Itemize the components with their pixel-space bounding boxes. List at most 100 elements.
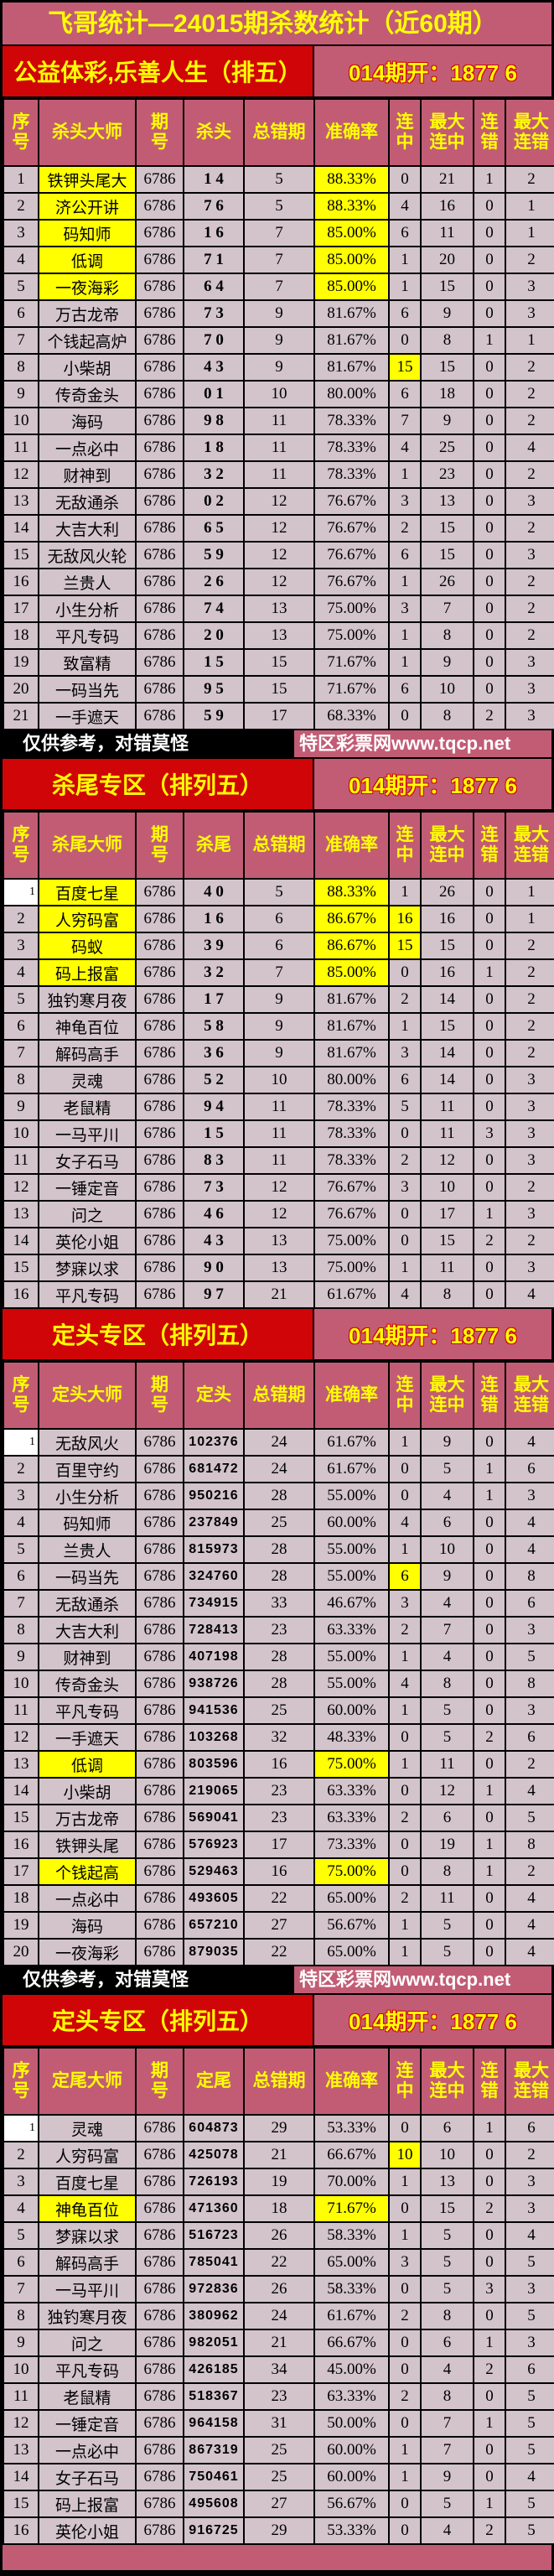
streak-hit-cell: 2: [388, 2302, 422, 2330]
max-streak-hit-cell: 5: [420, 2490, 474, 2518]
streak-miss-cell: 0: [473, 2141, 506, 2169]
accuracy-cell: 56.67%: [313, 2490, 390, 2518]
table-row: 14 小柴胡 6786 219065 23 63.33% 0 12 1 4: [3, 1777, 554, 1805]
streak-hit-cell: 0: [388, 2409, 422, 2438]
period-cell: 6786: [135, 2221, 184, 2250]
accuracy-cell: 81.67%: [313, 326, 390, 355]
period-cell: 6786: [135, 1616, 184, 1644]
seq-cell: 3: [3, 219, 39, 247]
streak-miss-cell: 0: [473, 568, 506, 596]
max-streak-miss-cell: 2: [505, 932, 554, 960]
max-streak-hit-cell: 10: [420, 1173, 474, 1202]
max-streak-hit-cell: 5: [420, 2248, 474, 2277]
period-cell: 6786: [135, 1455, 184, 1483]
max-streak-miss-cell: 2: [505, 595, 554, 623]
max-streak-miss-cell: 4: [505, 1535, 554, 1564]
wrong-count-cell: 25: [243, 1509, 315, 1537]
kill-cell: 7 1: [183, 246, 245, 274]
section-title-fix-tail: 定头专区（排列五）: [3, 1995, 314, 2045]
kill-cell: 9 5: [183, 675, 245, 704]
table-row: 5 梦寐以求 6786 516723 26 58.33% 1 5 0 4: [3, 2221, 554, 2250]
header-row: 序 号杀头大师期 号杀头 总错期 准确率连 中最大 连中连 错最大 连错: [3, 98, 554, 167]
accuracy-cell: 71.67%: [313, 2194, 390, 2223]
wrong-count-cell: 12: [243, 541, 315, 569]
max-streak-hit-cell: 16: [420, 905, 474, 933]
kill-cell: 4 3: [183, 353, 245, 382]
seq-cell: 1: [3, 878, 39, 906]
seq-cell: 8: [3, 353, 39, 382]
seq-cell: 1: [3, 2114, 39, 2142]
wrong-count-cell: 28: [243, 1562, 315, 1591]
period-cell: 6786: [135, 487, 184, 516]
accuracy-cell: 78.33%: [313, 1119, 390, 1148]
max-streak-hit-cell: 5: [420, 1911, 474, 1940]
wrong-count-cell: 12: [243, 487, 315, 516]
seq-cell: 8: [3, 1066, 39, 1094]
wrong-count-cell: 6: [243, 932, 315, 960]
max-streak-hit-cell: 15: [420, 932, 474, 960]
max-streak-miss-cell: 2: [505, 246, 554, 274]
max-streak-miss-cell: 2: [505, 985, 554, 1014]
table-row: 18 一点必中 6786 493605 22 65.00% 2 11 0 4: [3, 1884, 554, 1913]
max-streak-hit-cell: 4: [420, 2516, 474, 2545]
seq-cell: 16: [3, 1831, 39, 1859]
accuracy-cell: 85.00%: [313, 273, 390, 301]
streak-hit-cell: 10: [388, 2141, 422, 2169]
master-cell: 无敌通杀: [38, 487, 137, 516]
streak-miss-cell: 0: [473, 1146, 506, 1175]
wrong-count-cell: 24: [243, 2302, 315, 2330]
accuracy-cell: 63.33%: [313, 1777, 390, 1805]
period-cell: 6786: [135, 1831, 184, 1859]
streak-hit-cell: 0: [388, 1455, 422, 1483]
wrong-count-cell: 28: [243, 1482, 315, 1510]
table-row: 4 码上报富 6786 3 2 7 85.00% 0 16 1 2: [3, 958, 554, 987]
streak-hit-cell: 3: [388, 487, 422, 516]
max-streak-miss-cell: 2: [505, 621, 554, 650]
period-cell: 6786: [135, 1173, 184, 1202]
accuracy-cell: 78.33%: [313, 1146, 390, 1175]
wrong-count-cell: 11: [243, 407, 315, 435]
seq-cell: 10: [3, 1670, 39, 1698]
accuracy-cell: 66.67%: [313, 2141, 390, 2169]
max-streak-hit-cell: 8: [420, 2302, 474, 2330]
master-cell: 财神到: [38, 460, 137, 489]
col-header-streak-hit: 连 中: [388, 1361, 422, 1430]
kill-cell: 219065: [183, 1777, 245, 1805]
seq-cell: 11: [3, 2382, 39, 2411]
max-streak-hit-cell: 7: [420, 1616, 474, 1644]
kill-cell: 1 6: [183, 219, 245, 247]
streak-miss-cell: 1: [473, 1777, 506, 1805]
streak-miss-cell: 1: [473, 1200, 506, 1228]
wrong-count-cell: 25: [243, 2463, 315, 2491]
kill-cell: 938726: [183, 1670, 245, 1698]
kill-cell: 3 9: [183, 932, 245, 960]
kill-cell: 529463: [183, 1857, 245, 1886]
max-streak-hit-cell: 16: [420, 958, 474, 987]
streak-miss-cell: 0: [473, 1280, 506, 1309]
streak-hit-cell: 0: [388, 2355, 422, 2384]
seq-cell: 18: [3, 621, 39, 650]
accuracy-cell: 76.67%: [313, 541, 390, 569]
disclaimer-text: 仅供参考，对错莫怪: [3, 1966, 294, 1993]
streak-miss-cell: 0: [473, 985, 506, 1014]
master-cell: 梦寐以求: [38, 2221, 137, 2250]
streak-hit-cell: 1: [388, 878, 422, 906]
kill-cell: 495608: [183, 2490, 245, 2518]
streak-hit-cell: 0: [388, 1857, 422, 1886]
max-streak-hit-cell: 16: [420, 192, 474, 221]
accuracy-cell: 58.33%: [313, 2221, 390, 2250]
seq-cell: 19: [3, 1911, 39, 1940]
streak-miss-cell: 0: [473, 273, 506, 301]
period-cell: 6786: [135, 1012, 184, 1041]
table-row: 3 码蚁 6786 3 9 6 86.67% 15 15 0 2: [3, 932, 554, 960]
master-cell: 独钓寒月夜: [38, 2302, 137, 2330]
max-streak-miss-cell: 3: [505, 2275, 554, 2303]
max-streak-miss-cell: 3: [505, 648, 554, 677]
table-row: 7 无敌通杀 6786 734915 33 46.67% 3 4 0 6: [3, 1589, 554, 1618]
period-cell: 6786: [135, 2490, 184, 2518]
streak-hit-cell: 1: [388, 1428, 422, 1457]
col-header-accuracy: 准确率: [313, 811, 390, 880]
streak-hit-cell: 1: [388, 1750, 422, 1779]
max-streak-hit-cell: 5: [420, 1696, 474, 1725]
streak-hit-cell: 3: [388, 1173, 422, 1202]
